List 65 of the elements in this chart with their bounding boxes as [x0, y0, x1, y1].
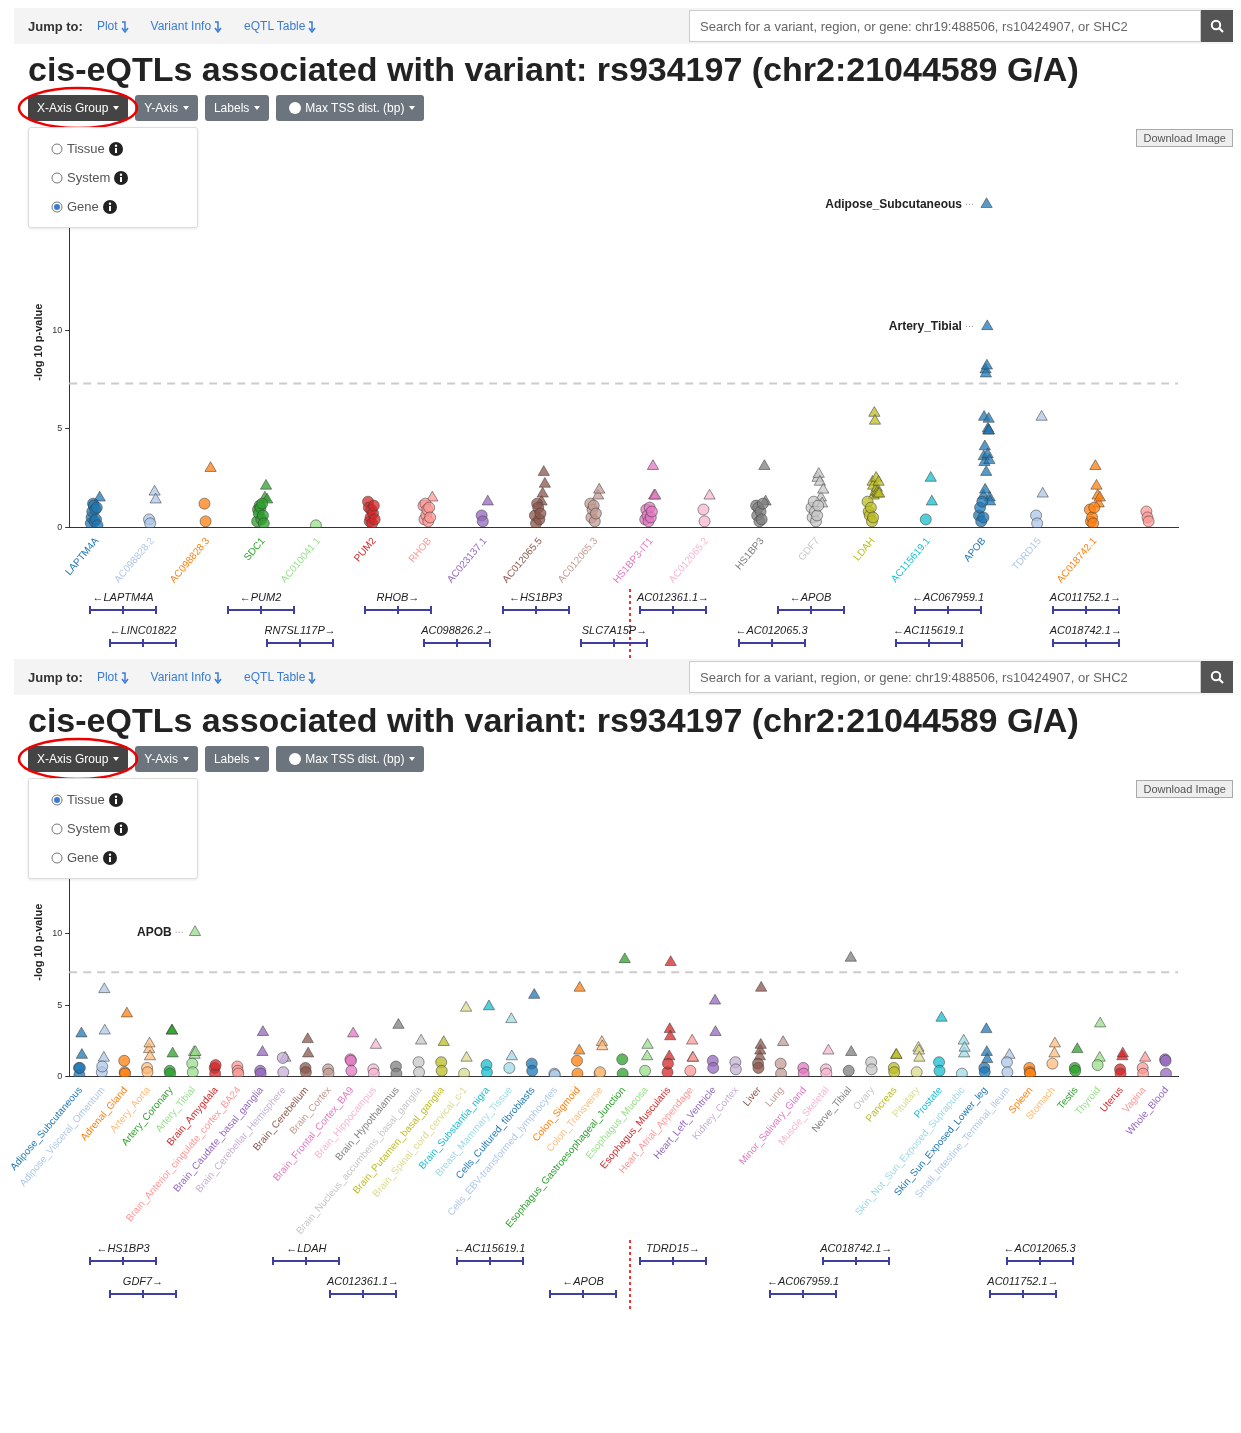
text: Max TSS dist. (bp) — [305, 101, 405, 115]
text: Y-Axis — [135, 746, 198, 772]
text: ←AC115619.1 — [452, 1242, 527, 1254]
text: Search for a variant, region, or gene: chr19:488506, rs10424907, or SHC2 — [689, 661, 1201, 693]
text: ←AC012065.3 — [734, 624, 809, 636]
text: ←APOB — [561, 1275, 605, 1287]
chart-title: cis-eQTLs associated with variant: rs934197 (chr2:21044589 G/A) — [28, 50, 1080, 89]
text: AC012361.1→ — [635, 591, 711, 603]
text: AC011752.1→ — [1048, 591, 1123, 603]
annotation: Gene — [66, 849, 100, 867]
text: Download Image — [1136, 129, 1233, 147]
annotation: APOB — [136, 924, 172, 939]
text: ←APOB — [788, 591, 833, 603]
annotation: System — [66, 169, 112, 187]
y-tick-label: 0 — [57, 1070, 63, 1081]
text: AC012361.1→ — [325, 1275, 401, 1287]
text: ←AC115619.1 — [892, 624, 966, 636]
text: eQTL Table — [244, 670, 307, 684]
text: ←HS1BP3 — [507, 591, 564, 603]
y-tick-label: 10 — [52, 324, 63, 335]
annotation: Adipose_Subcutaneous — [825, 196, 963, 211]
dropdown-menu: Tissue System Gene — [28, 127, 198, 228]
text: Download Image — [1136, 780, 1233, 798]
text: Variant Info — [150, 670, 213, 684]
text: AC018742.1→ — [819, 1242, 894, 1254]
text: Max TSS dist. (bp) — [305, 752, 405, 766]
text: Search for a variant, region, or gene: chr19:488506, rs10424907, or SHC2 — [689, 10, 1201, 42]
y-tick-label: 10 — [52, 928, 63, 939]
y-axis-title: -log 10 p-value — [31, 903, 44, 981]
text: X-Axis Group — [28, 95, 129, 121]
text: ←AC067959.1 — [765, 1275, 841, 1287]
text: Labels — [204, 746, 270, 772]
text: AC011752.1→ — [986, 1275, 1060, 1287]
y-tick-label: 0 — [57, 521, 63, 532]
text: Jump to: — [28, 18, 83, 34]
chart-title: cis-eQTLs associated with variant: rs934197 (chr2:21044589 G/A) — [28, 701, 1080, 740]
y-axis-title: -log 10 p-value — [31, 303, 44, 381]
y-tick-label: 5 — [57, 423, 63, 434]
text: Labels — [204, 95, 270, 121]
text: Plot — [96, 670, 119, 684]
text: ←AC067959.1 — [910, 591, 986, 603]
text: AC098826.2→ — [420, 624, 495, 636]
annotation: Artery_Tibial — [888, 318, 962, 333]
text: SLC7A15P→ — [580, 624, 649, 636]
text: ←AC012065.3 — [1002, 1242, 1077, 1254]
text: Jump to: — [28, 669, 83, 685]
text: eQTL Table — [244, 19, 307, 33]
text: X-Axis Group — [28, 746, 129, 772]
y-tick-label: 5 — [57, 999, 63, 1010]
text: AC018742.1→ — [1048, 624, 1123, 636]
annotation: System — [66, 820, 112, 838]
text: TDRD15→ — [645, 1242, 701, 1254]
text: GDF7→ — [121, 1275, 165, 1287]
text: ←PUM2 — [238, 591, 283, 603]
text: Variant Info — [150, 19, 213, 33]
dropdown-menu: Tissue System Gene — [28, 778, 198, 879]
text: ←LDAH — [285, 1242, 328, 1254]
text: ←LINC01822 — [108, 624, 178, 636]
text: RN7SL117P→ — [263, 624, 337, 636]
text: Y-Axis — [135, 95, 198, 121]
text: RHOB→ — [375, 591, 421, 603]
text: ←HS1BP3 — [95, 1242, 151, 1254]
text: Plot — [96, 19, 119, 33]
annotation: Gene — [66, 198, 100, 216]
text: ←LAPTM4A — [91, 591, 155, 603]
